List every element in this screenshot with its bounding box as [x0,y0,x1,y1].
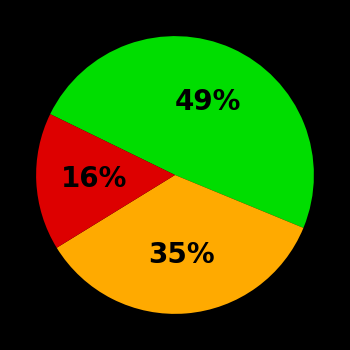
Text: 35%: 35% [148,241,215,269]
Wedge shape [36,114,175,248]
Wedge shape [57,175,303,314]
Wedge shape [50,36,314,228]
Text: 16%: 16% [61,165,128,193]
Text: 49%: 49% [175,88,241,116]
